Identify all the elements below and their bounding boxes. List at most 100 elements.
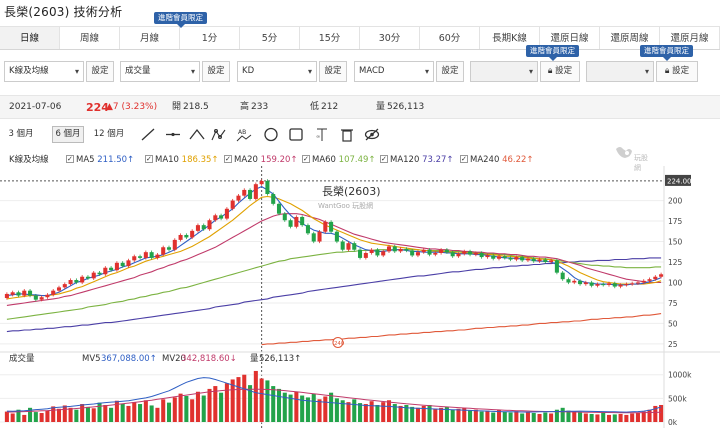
volume-bar	[358, 403, 363, 422]
volume-bar	[635, 412, 640, 422]
volume-bar	[381, 402, 386, 422]
candle-body	[178, 234, 183, 240]
candle-body	[51, 290, 56, 295]
current-price-tag	[665, 174, 691, 186]
candle-body	[583, 282, 588, 285]
candle-body	[323, 221, 328, 232]
candle-body	[39, 297, 44, 300]
volume-bar	[618, 413, 623, 422]
candle-body	[589, 282, 594, 286]
volume-bar	[589, 413, 594, 422]
circle-tool-icon[interactable]	[263, 127, 279, 142]
volume-bar	[155, 407, 160, 422]
ma-legend: K線及均線 MA5 211.50↑ MA10 186.35↑ MA20 159.…	[0, 153, 720, 166]
line-tool-icon[interactable]	[140, 127, 156, 142]
tab-10[interactable]: 還原周線	[600, 26, 660, 49]
tab-4[interactable]: 5分	[240, 26, 300, 49]
volume-legend-label: MV20	[162, 354, 186, 364]
locked-indicator-select-1[interactable]: ▾	[470, 61, 538, 82]
candle-body	[16, 292, 21, 296]
volume-bar	[10, 413, 15, 422]
candle-body	[537, 259, 542, 262]
locked-settings-button-2[interactable]: 🔒︎ 設定	[656, 61, 698, 82]
wave-tool-icon[interactable]	[189, 127, 205, 142]
tab-5[interactable]: 15分	[300, 26, 360, 49]
checkbox-icon	[460, 153, 468, 165]
main-indicator-settings-button[interactable]: 設定	[86, 61, 114, 82]
tab-3[interactable]: 1分	[180, 26, 240, 49]
candle-body	[491, 255, 496, 259]
volume-bar	[4, 411, 9, 422]
svg-text:AB: AB	[238, 129, 246, 136]
volume-indicator-settings-button[interactable]: 設定	[202, 61, 230, 82]
candle-body	[114, 262, 119, 271]
volume-legend-value: 342,818.60↓	[181, 354, 237, 364]
volume-bar	[120, 403, 125, 422]
candle-body	[109, 267, 114, 271]
tab-7[interactable]: 60分	[420, 26, 480, 49]
y-tick-label: 150	[668, 238, 683, 247]
fibonacci-tool-icon[interactable]: ∞	[314, 127, 330, 142]
tab-8[interactable]: 長期K線	[480, 26, 540, 49]
candle-body	[612, 283, 617, 287]
volume-indicator-select[interactable]: 成交量 ▾	[120, 61, 200, 82]
ma10-legend[interactable]: MA10 186.35↑	[145, 153, 219, 166]
period-3m-button[interactable]: 3 個月	[8, 129, 34, 139]
volume-bar	[468, 410, 473, 422]
kd-indicator-settings-button[interactable]: 設定	[319, 61, 347, 82]
volume-bar	[346, 402, 351, 422]
chevron-down-icon: ▾	[528, 67, 533, 76]
candle-body	[91, 272, 96, 279]
text-label-icon[interactable]: AB	[236, 127, 252, 142]
macd-indicator-settings-button[interactable]: 設定	[436, 61, 464, 82]
tab-2[interactable]: 月線	[120, 26, 180, 49]
main-indicator-select[interactable]: K線及均線 ▾	[4, 61, 84, 82]
rectangle-tool-icon[interactable]	[288, 127, 304, 142]
ma20-legend[interactable]: MA20 159.20↑	[224, 153, 298, 166]
candle-body	[392, 246, 397, 252]
candle-body	[386, 246, 392, 252]
candle-body	[282, 213, 287, 221]
horizontal-line-icon[interactable]	[165, 127, 181, 142]
volume-bar	[479, 411, 484, 422]
volume-bar	[74, 409, 79, 422]
volume-bar	[450, 409, 455, 422]
candlestick-chart[interactable]: 200 175 150 125 100 75 50 25 長榮(2603) WantGoo 玩股網…	[0, 166, 720, 428]
volume-bar	[317, 399, 322, 422]
candle-body	[566, 279, 571, 283]
volume-bar	[433, 408, 438, 422]
trash-icon[interactable]	[339, 127, 355, 142]
period-12m-button[interactable]: 12 個月	[93, 129, 125, 139]
candle-body	[22, 290, 27, 296]
tab-9[interactable]: 還原日線	[540, 26, 600, 49]
watermark-brand: 玩股網	[634, 154, 648, 172]
volume-bar	[132, 402, 137, 422]
volume-bar	[543, 412, 548, 422]
macd-indicator-select[interactable]: MACD ▾	[354, 61, 434, 82]
hide-icon[interactable]	[364, 127, 380, 142]
candle-body	[624, 284, 629, 286]
candle-body	[56, 287, 62, 291]
ma5-legend[interactable]: MA5 211.50↑	[66, 153, 134, 166]
candle-body	[265, 180, 270, 195]
volume-bar	[496, 409, 502, 422]
candle-body	[236, 195, 241, 201]
locked-settings-button-1[interactable]: 🔒︎ 設定	[540, 61, 580, 82]
candle-body	[317, 231, 322, 242]
tab-6[interactable]: 30分	[360, 26, 420, 49]
kd-indicator-select[interactable]: KD ▾	[237, 61, 317, 82]
ma60-legend[interactable]: MA60 107.49↑	[302, 153, 376, 166]
candle-body	[444, 249, 449, 253]
ma240-legend[interactable]: MA240 46.22↑	[460, 153, 534, 166]
candle-body	[62, 284, 67, 288]
period-6m-button[interactable]: 6 個月	[52, 126, 84, 143]
candle-body	[253, 184, 258, 199]
volume-bar	[531, 413, 536, 422]
ma120-legend[interactable]: MA120 73.27↑	[380, 153, 454, 166]
locked-indicator-select-2[interactable]: ▾	[586, 61, 654, 82]
tab-1[interactable]: 周線	[60, 26, 120, 49]
tab-0[interactable]: 日線	[0, 26, 60, 49]
pattern-tool-icon[interactable]	[211, 127, 227, 142]
volume-bar	[549, 413, 554, 422]
volume-bar	[525, 412, 530, 422]
